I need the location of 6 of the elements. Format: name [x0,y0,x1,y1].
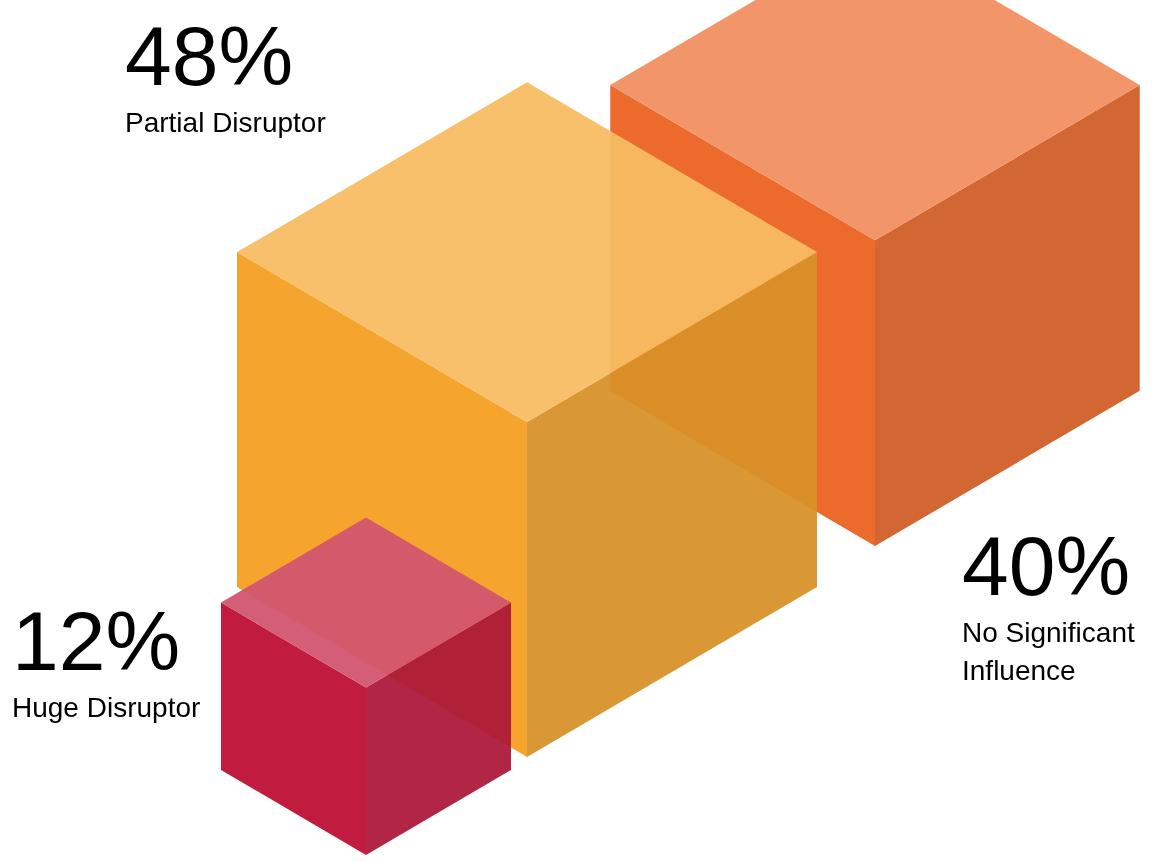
category-label: Partial Disruptor [125,107,326,138]
category-label: Huge Disruptor [12,692,201,723]
data-label: 12% [12,594,181,688]
data-label: 48% [125,9,294,103]
category-label: No Significant Influence [962,617,1135,686]
data-label: 40% [962,519,1131,613]
